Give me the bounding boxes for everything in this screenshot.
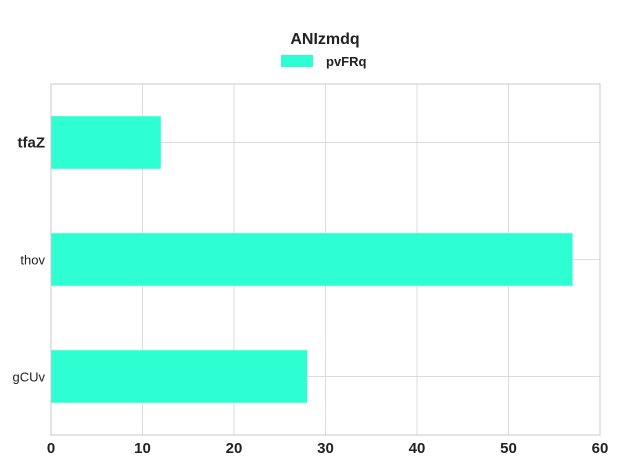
x-axis-ticks: 0 10 20 30 40 50 60 <box>47 440 609 457</box>
x-tick-label: 30 <box>317 440 334 457</box>
bar <box>51 233 573 286</box>
x-tick-label: 50 <box>500 440 517 457</box>
x-tick-label: 20 <box>226 440 243 457</box>
bar <box>51 350 308 403</box>
chart-title: ANIzmdq <box>290 31 359 48</box>
bar <box>51 116 161 169</box>
x-tick-label: 40 <box>409 440 426 457</box>
legend-label: pvFRq <box>326 54 367 69</box>
plot-frame <box>50 83 601 436</box>
bars <box>51 116 573 403</box>
x-tick-label: 0 <box>47 440 55 457</box>
x-tick-label: 60 <box>592 440 609 457</box>
y-tick-label: tfaZ <box>18 135 46 152</box>
y-axis-ticks: tfaZ thov gCUv <box>12 135 45 385</box>
x-tick-label: 10 <box>134 440 151 457</box>
legend-swatch <box>281 55 313 67</box>
legend: pvFRq <box>281 54 367 69</box>
y-tick-label: gCUv <box>12 370 45 385</box>
y-tick-label: thov <box>20 253 45 268</box>
